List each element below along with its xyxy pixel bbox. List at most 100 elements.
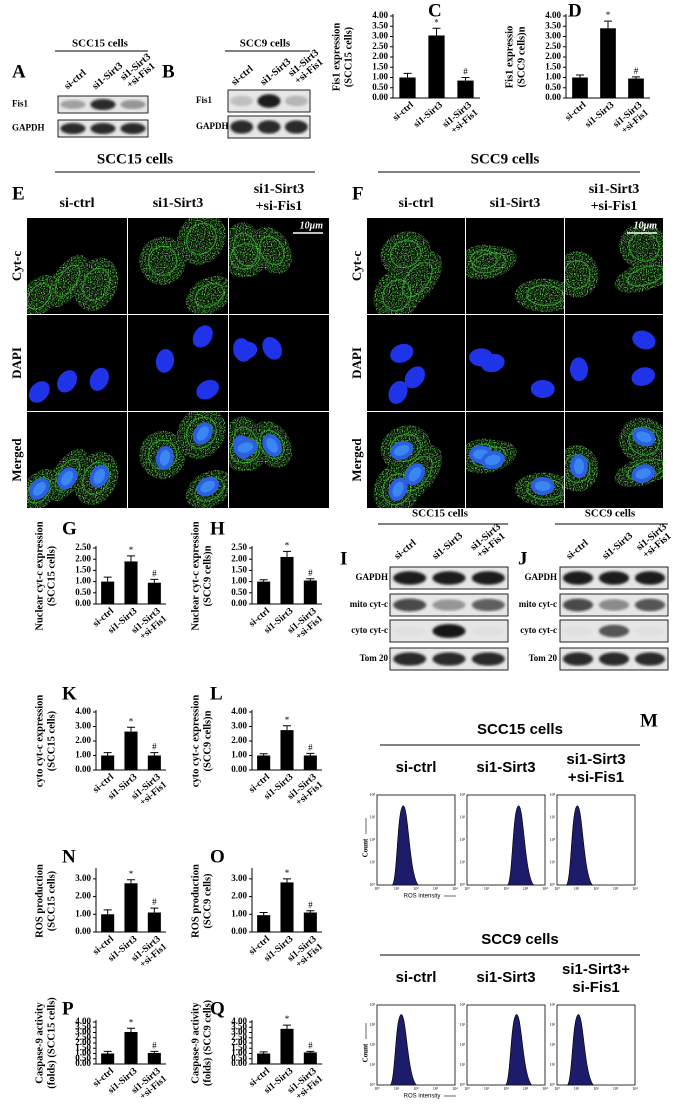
panel-title: SCC9 cells <box>481 931 559 948</box>
bar <box>101 1053 115 1064</box>
error-bar <box>432 27 441 36</box>
histogram-frame <box>376 794 456 886</box>
row-label: Tom 20 <box>360 653 389 663</box>
y-tick-label: 2.50 <box>231 1032 247 1042</box>
error-bar <box>259 753 268 756</box>
row-label: DAPI <box>349 347 364 379</box>
band <box>432 571 466 585</box>
y-tick-label: 1.00 <box>372 72 388 82</box>
histogram <box>565 805 594 886</box>
y-axis-label: (SCC15 cells) <box>343 26 354 87</box>
y-tick-label: 0.50 <box>545 82 561 92</box>
y-tick-label: 1.00 <box>75 750 91 760</box>
x-tick-label: si1-Sirt3 <box>584 100 617 130</box>
y-tick-label: 10³ <box>460 814 466 819</box>
column-label: si1-Sirt3+ <box>562 961 630 978</box>
y-axis-label: cyto cyt-c expression <box>190 695 201 788</box>
x-tick-label: 10³ <box>523 1086 529 1091</box>
y-tick-label: 10⁴ <box>460 792 466 797</box>
band <box>432 599 466 611</box>
significance-mark: # <box>152 897 157 907</box>
y-tick-label: 2.00 <box>231 891 247 901</box>
x-tick-label: 10⁴ <box>542 886 548 891</box>
row-label: cyto cyt-c <box>351 625 388 635</box>
bar <box>257 581 271 604</box>
y-tick-label: 0.50 <box>372 82 388 92</box>
panel-letter: J <box>518 548 528 569</box>
bar <box>303 1052 317 1064</box>
y-tick-label: 1.00 <box>75 1048 91 1058</box>
error-bar <box>604 20 612 29</box>
significance-mark: # <box>152 568 157 578</box>
y-tick-label: 10⁰ <box>369 882 375 887</box>
column-label: si-ctrl <box>60 196 95 211</box>
panel-letter: D <box>568 0 582 21</box>
y-tick-label: 1.50 <box>231 564 247 574</box>
bar <box>600 28 616 98</box>
band <box>471 652 505 666</box>
column-label: +si-Fis1 <box>568 769 624 786</box>
histogram <box>389 1014 418 1086</box>
y-tick-label: 4.00 <box>75 706 91 716</box>
y-tick-label: 3.00 <box>75 721 91 731</box>
histogram-frame <box>556 1004 636 1086</box>
bar <box>124 1031 138 1064</box>
y-tick-label: 10⁰ <box>549 1082 555 1087</box>
y-tick-label: 1.50 <box>75 1042 91 1052</box>
y-tick-label: 3.00 <box>231 873 247 883</box>
band <box>562 571 594 585</box>
y-tick-label: 2.00 <box>75 553 91 563</box>
micrograph <box>27 218 127 314</box>
band <box>598 624 630 638</box>
y-tick-label: 2.50 <box>545 41 561 51</box>
y-tick-label: 10¹ <box>460 1062 466 1067</box>
significance-mark: # <box>463 67 468 77</box>
error-bar <box>103 752 112 756</box>
error-bar <box>150 578 159 583</box>
panel-letter: O <box>210 846 225 867</box>
y-tick-label: 0.50 <box>231 587 247 597</box>
y-axis-label: (SCC15 cells) <box>46 870 57 931</box>
panel-letter: M <box>640 710 658 731</box>
y-tick-label: 1.00 <box>75 576 91 586</box>
row-label: GAPDH <box>356 572 389 582</box>
lane-label: si-ctrl <box>229 63 255 88</box>
error-bar <box>150 907 159 913</box>
micrograph <box>27 315 127 411</box>
y-tick-label: 10³ <box>460 1022 466 1027</box>
bar <box>147 1052 161 1064</box>
x-tick-label: 10¹ <box>574 1086 580 1091</box>
y-tick-label: 3.00 <box>372 31 388 41</box>
row-label: GAPDH <box>12 123 45 133</box>
histogram <box>504 1014 533 1086</box>
bar <box>628 78 644 98</box>
band <box>471 626 505 636</box>
significance-mark: # <box>152 1040 157 1050</box>
x-tick-label: 10¹ <box>394 886 400 891</box>
row-label: mito cyt-c <box>350 599 388 609</box>
band <box>562 626 594 636</box>
band <box>120 99 146 110</box>
micrograph <box>128 412 228 508</box>
micrograph <box>27 412 127 508</box>
x-tick-label: 10³ <box>523 886 529 891</box>
x-tick-label: 10⁴ <box>632 1086 638 1091</box>
y-axis-label: (SCC15 cells) <box>46 710 57 771</box>
error-bar <box>127 726 135 732</box>
y-tick-label: 1.50 <box>75 564 91 574</box>
row-label: Cyt-c <box>9 251 24 282</box>
panel-letter: H <box>210 518 225 539</box>
y-tick-label: 10⁰ <box>459 1082 465 1087</box>
panel-letter: E <box>12 183 25 204</box>
bar <box>280 882 294 932</box>
bar <box>303 580 317 604</box>
panel-title: SCC15 cells <box>477 721 563 738</box>
y-tick-label: 10² <box>460 837 466 842</box>
y-tick-label: 0.00 <box>75 926 91 936</box>
panel-letter: I <box>340 548 347 569</box>
bar <box>280 556 294 604</box>
significance-mark: # <box>152 742 157 752</box>
micrograph <box>128 315 228 411</box>
lane-label: si-ctrl <box>564 537 590 562</box>
